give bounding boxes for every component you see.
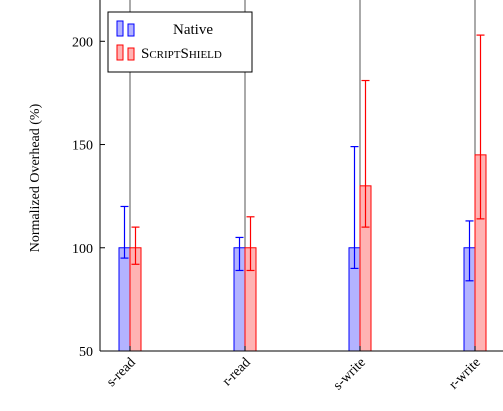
- bar-native-s-read: [118, 247, 131, 352]
- legend-swatch-scriptshield-1: [116, 44, 124, 61]
- y-tick-label-100: 100: [72, 242, 93, 257]
- legend-label-scriptshield: ScriptShield: [141, 46, 222, 62]
- y-tick-label-50: 50: [79, 345, 93, 360]
- x-tick-label-r-write: r-write: [446, 355, 483, 392]
- x-tick-label-s-read: s-read: [104, 355, 139, 390]
- legend-swatch-native-1: [116, 20, 124, 37]
- x-ticks: s-read r-read s-write r-write: [104, 346, 484, 393]
- legend-swatch-native-2: [127, 23, 135, 37]
- legend-item-scriptshield: ScriptShield: [116, 44, 222, 62]
- legend-item-native: Native: [116, 20, 213, 38]
- y-axis-label: Normalized Overhead (%): [28, 103, 43, 252]
- x-tick-label-s-write: s-write: [331, 355, 369, 393]
- x-tick-label-r-read: r-read: [220, 355, 254, 389]
- bars-layer: [118, 34, 487, 352]
- axes-layer: [99, 0, 503, 352]
- y-ticks: 50 100 150 200: [72, 35, 105, 360]
- y-tick-label-150: 150: [72, 139, 93, 154]
- legend-swatch-scriptshield-2: [127, 47, 135, 61]
- y-tick-label-200: 200: [72, 35, 93, 50]
- legend-label-native: Native: [173, 22, 213, 38]
- legend: Native ScriptShield: [107, 11, 253, 73]
